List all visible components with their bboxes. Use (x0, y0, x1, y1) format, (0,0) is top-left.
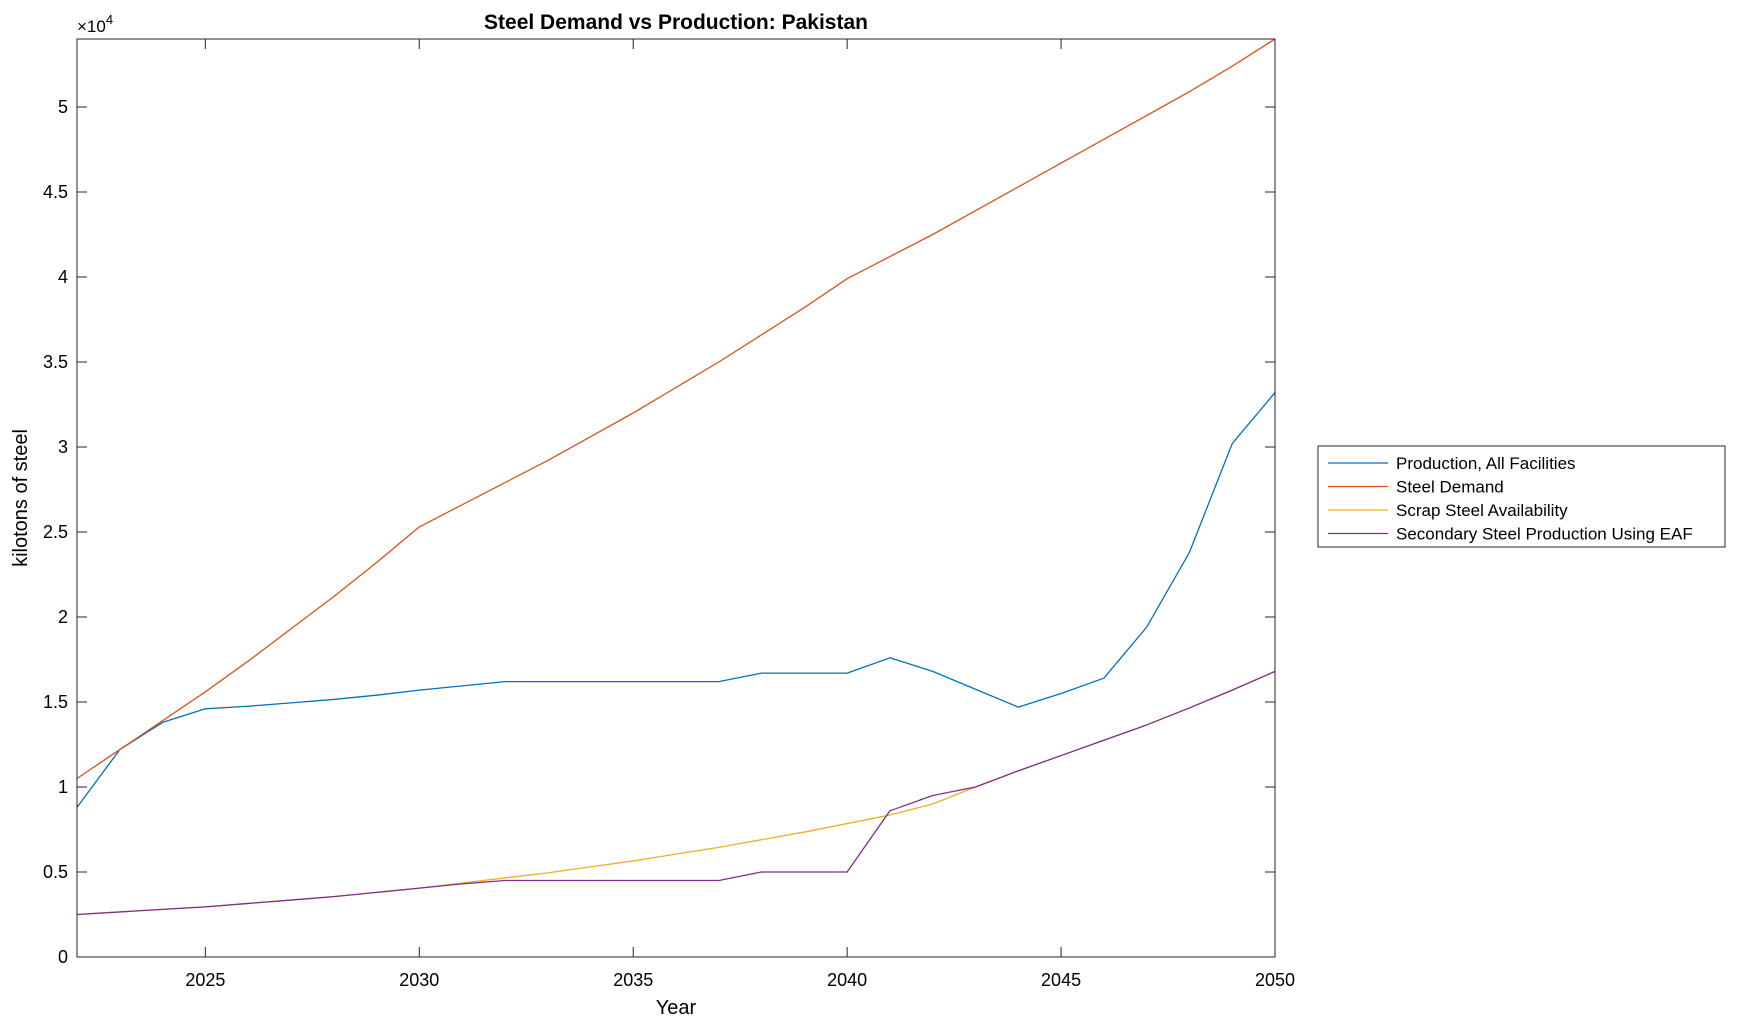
series-line-2 (76, 38, 1276, 780)
y-tick-label: 5 (58, 97, 68, 117)
plot-background (77, 39, 1275, 957)
legend-label: Secondary Steel Production Using EAF (1396, 525, 1693, 544)
series-layer (76, 38, 1276, 916)
legend-label: Scrap Steel Availability (1396, 501, 1568, 520)
y-axis-label: kilotons of steel (10, 429, 32, 567)
y-tick-label: 4.5 (43, 182, 68, 202)
x-tick-label: 2035 (613, 970, 653, 990)
y-tick-label: 2.5 (43, 522, 68, 542)
x-tick-label: 2030 (399, 970, 439, 990)
plot-frame (76, 38, 1276, 958)
x-tick-label: 2050 (1255, 970, 1295, 990)
y-tick-label: 4 (58, 267, 68, 287)
y-exponent-base: ×10 (77, 17, 106, 36)
legend-label: Production, All Facilities (1396, 454, 1576, 473)
y-tick-label: 3.5 (43, 352, 68, 372)
y-tick-label: 3 (58, 437, 68, 457)
x-tick-label: 2045 (1041, 970, 1081, 990)
y-tick-label: 0.5 (43, 862, 68, 882)
series-line-1 (76, 392, 1276, 808)
chart-title: Steel Demand vs Production: Pakistan (484, 11, 868, 34)
y-tick-label: 2 (58, 607, 68, 627)
y-exponent-label: ×104 (77, 12, 113, 36)
legend: Production, All Facilities Steel Demand Sc… (1317, 445, 1726, 548)
x-ticks: 2025 2030 2035 2040 2045 2050 (185, 39, 1295, 990)
x-axis-label: Year (656, 997, 697, 1019)
y-tick-label: 1.5 (43, 692, 68, 712)
y-exponent-power: 4 (106, 12, 113, 27)
legend-label: Steel Demand (1396, 478, 1504, 497)
y-tick-label: 0 (58, 947, 68, 967)
plot-area (77, 39, 1275, 957)
x-tick-label: 2025 (185, 970, 225, 990)
series-line-4 (76, 670, 1276, 916)
y-ticks: 0 0.5 1 1.5 2 2.5 3 3.5 4 4.5 5 (43, 97, 1275, 967)
y-tick-label: 1 (58, 777, 68, 797)
x-tick-label: 2040 (827, 970, 867, 990)
